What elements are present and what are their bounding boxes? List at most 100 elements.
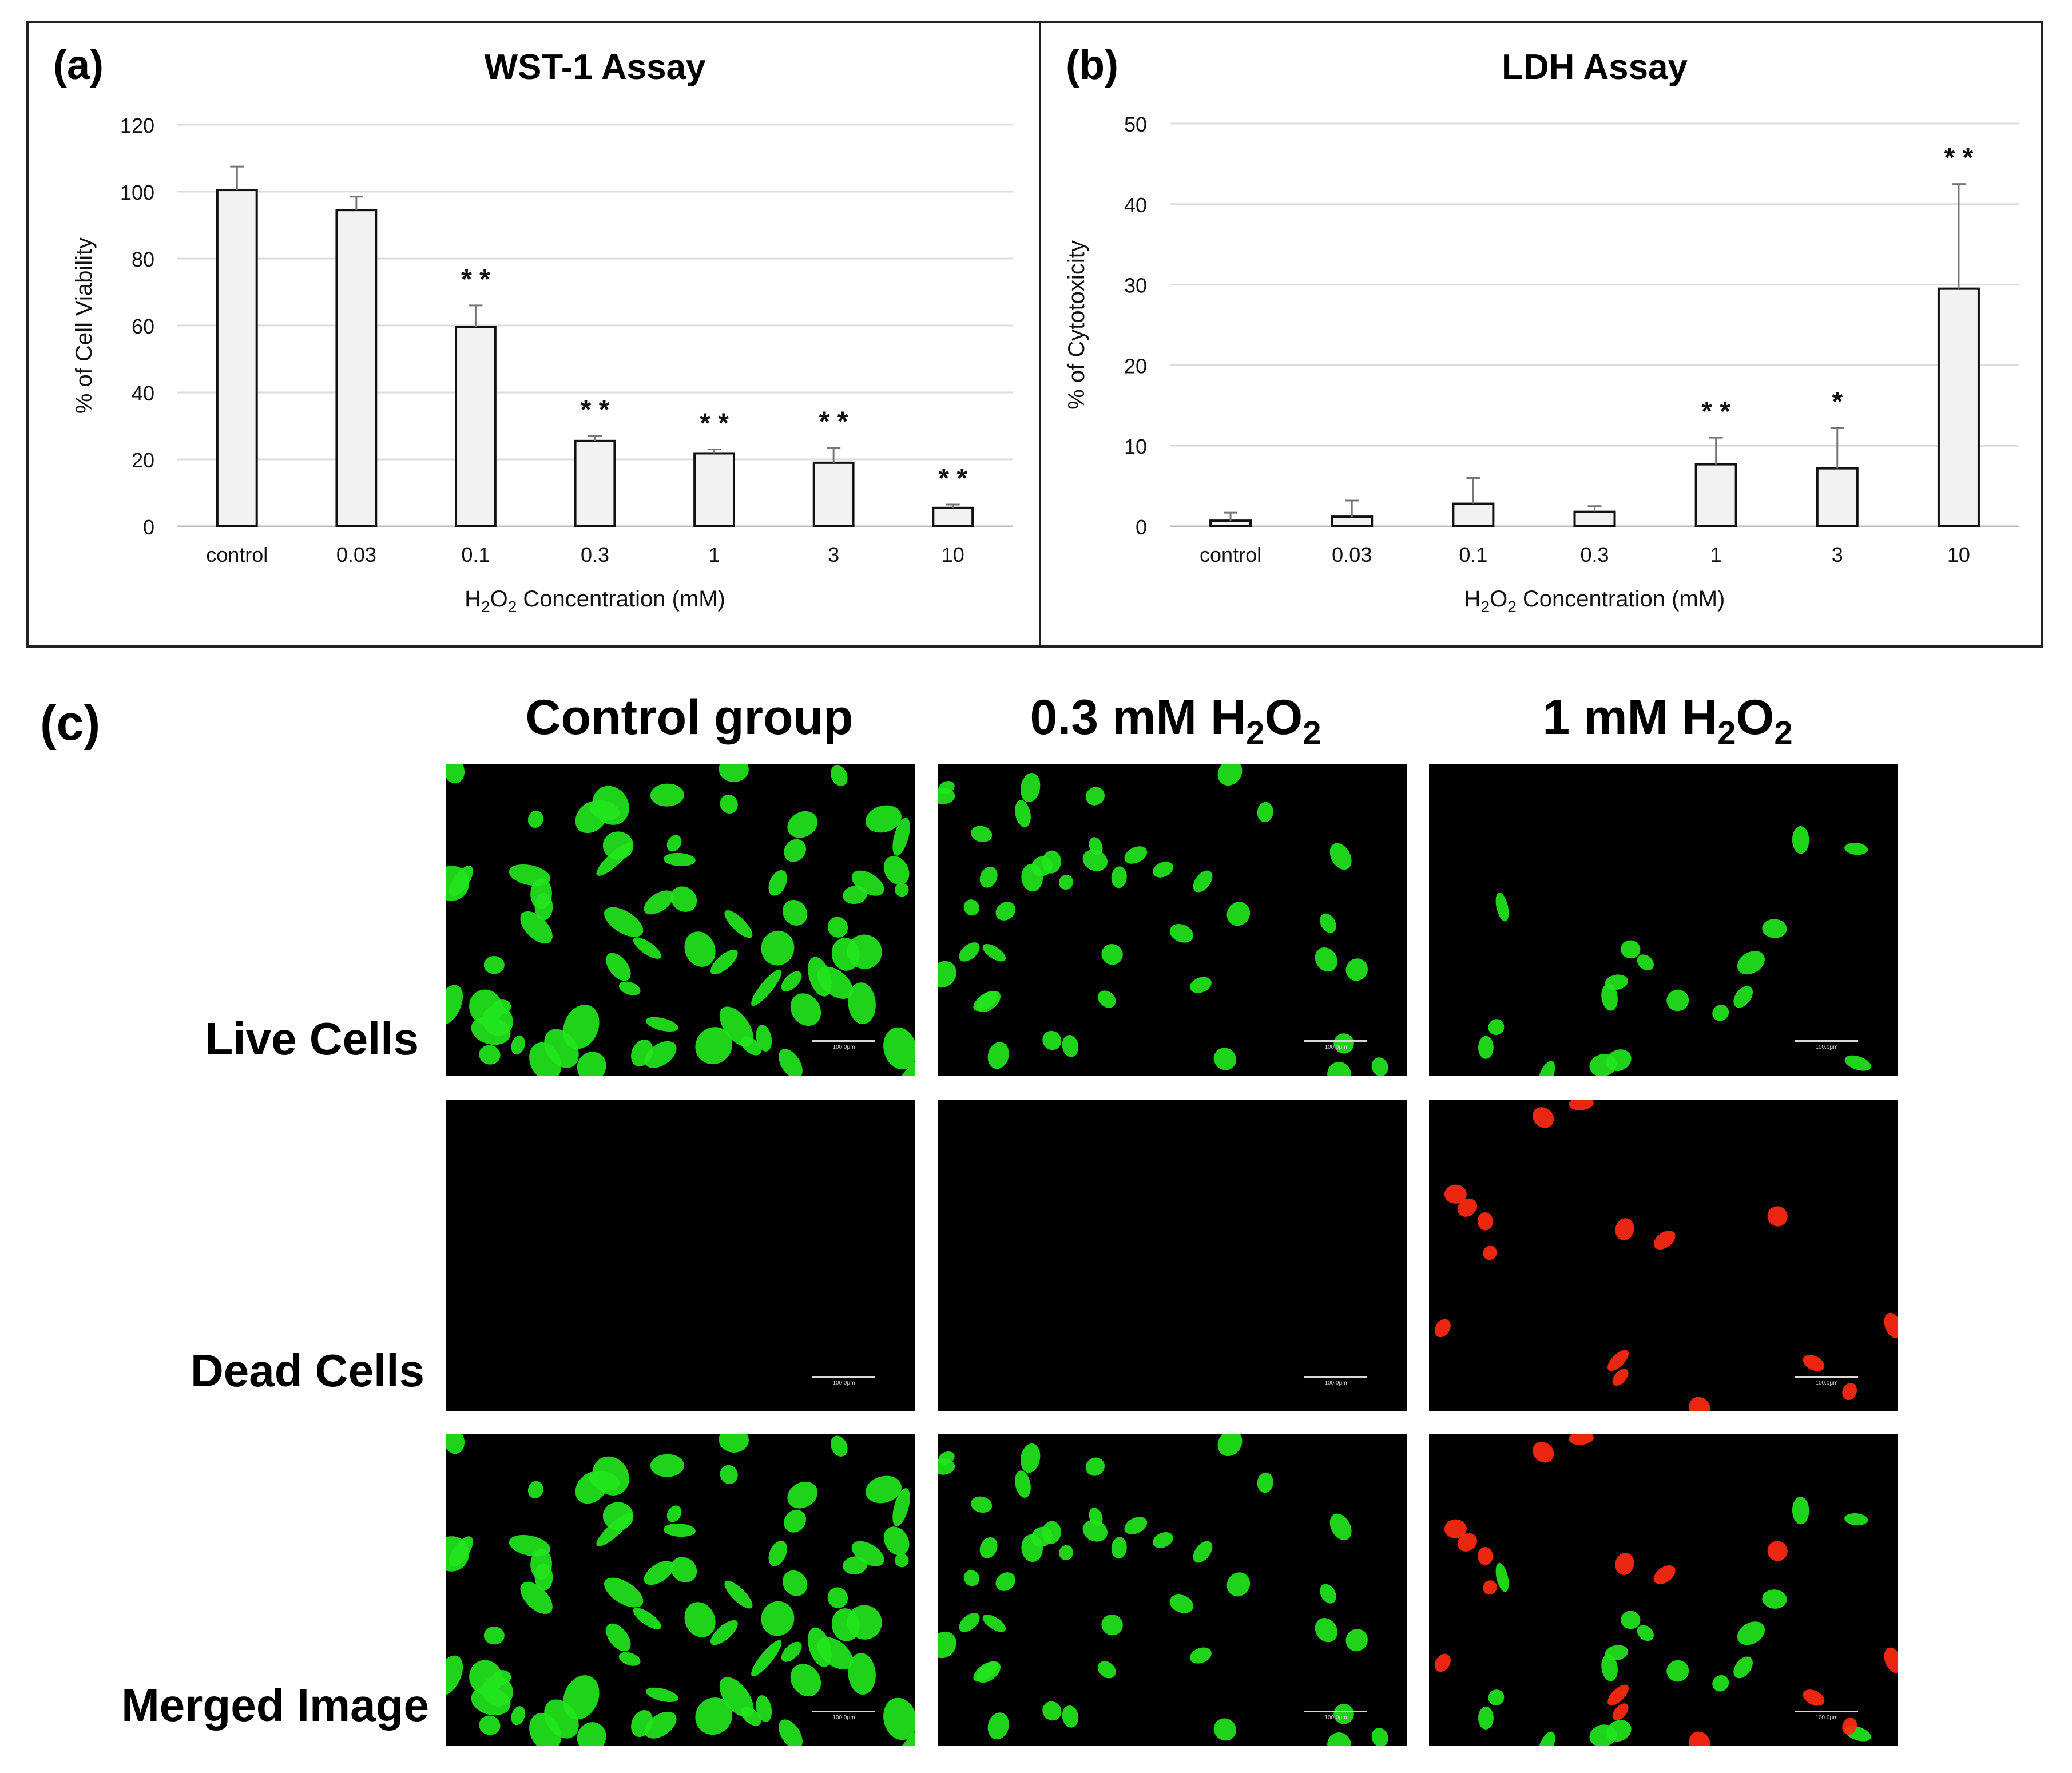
live-cell xyxy=(695,1027,733,1065)
live-cell xyxy=(848,1653,876,1695)
live-cell xyxy=(1059,874,1073,890)
dead-cell xyxy=(1884,1312,1898,1339)
scale-bar: 100.0μm xyxy=(1304,1040,1367,1050)
live-cell xyxy=(650,783,684,807)
live-cell xyxy=(1737,951,1765,975)
dead-cell xyxy=(1483,1580,1497,1595)
live-cell xyxy=(527,810,543,828)
live-cell xyxy=(511,1706,525,1726)
x-tick-label: 1 xyxy=(1710,543,1722,566)
live-cell xyxy=(1226,1572,1251,1597)
x-tick-label: 3 xyxy=(1832,543,1843,566)
live-cell xyxy=(606,1623,631,1652)
live-cell xyxy=(1733,986,1753,1008)
scale-bar: 100.0μm xyxy=(812,1376,875,1386)
live-cell xyxy=(644,1561,674,1585)
x-tick-label: 1 xyxy=(709,543,720,566)
live-cell xyxy=(645,1687,678,1703)
live-cell xyxy=(1042,1521,1061,1544)
live-cell xyxy=(1589,1054,1617,1076)
live-cell xyxy=(1153,862,1173,878)
live-cell xyxy=(1062,1705,1079,1728)
live-cell xyxy=(724,1580,753,1609)
dead-cell xyxy=(1533,1107,1554,1128)
live-cell xyxy=(895,1553,909,1568)
live-cell xyxy=(602,831,634,860)
live-cell xyxy=(783,899,808,926)
x-tick-label: 0.1 xyxy=(1459,543,1487,566)
live-cell xyxy=(959,942,980,962)
live-cell xyxy=(817,1637,853,1669)
live-cell xyxy=(604,907,644,937)
dead-cell xyxy=(1483,1246,1497,1260)
y-tick-label: 0 xyxy=(1136,515,1147,539)
live-cell xyxy=(973,990,998,1012)
live-cell xyxy=(1666,989,1689,1012)
live-cell xyxy=(645,1017,678,1032)
significance-mark: * * xyxy=(938,463,967,494)
live-cell xyxy=(1589,1724,1617,1746)
live-cell xyxy=(631,1709,653,1738)
live-cell xyxy=(483,1626,505,1645)
y-tick-label: 20 xyxy=(132,449,154,472)
live-cell xyxy=(644,890,674,915)
live-cell xyxy=(1327,1732,1351,1746)
live-cell xyxy=(1538,1731,1555,1746)
dead-cell xyxy=(1569,1434,1594,1445)
live-cell xyxy=(751,1640,782,1676)
row-label-live: Live Cells xyxy=(205,1013,419,1064)
scale-bar: 100.0μm xyxy=(1795,1376,1858,1386)
live-cell xyxy=(938,961,956,988)
live-cell xyxy=(987,1042,1009,1069)
dead-cell xyxy=(1457,1198,1478,1217)
dead-cell xyxy=(1653,1565,1676,1584)
live-cell xyxy=(987,1712,1009,1740)
live-cell xyxy=(938,1631,956,1659)
live-cell xyxy=(1601,1654,1618,1681)
dead-cell xyxy=(1444,1519,1467,1538)
micrograph-2-2: 100.0μm xyxy=(938,1100,1407,1411)
live-cell xyxy=(751,969,782,1006)
panel-c-label: (c) xyxy=(40,696,101,751)
live-cell xyxy=(724,910,753,938)
live-cell xyxy=(1621,1611,1641,1629)
live-cell xyxy=(883,1697,915,1740)
live-cell xyxy=(1042,1030,1062,1050)
live-cell xyxy=(1217,1434,1243,1456)
live-cell xyxy=(618,1652,641,1666)
live-cell xyxy=(1844,842,1868,855)
row-label-dead: Dead Cells xyxy=(190,1345,424,1396)
live-cell xyxy=(971,1496,993,1513)
dead-cell xyxy=(1533,1442,1554,1463)
live-cell xyxy=(790,993,821,1026)
significance-mark: * * xyxy=(700,408,729,438)
live-cell xyxy=(1101,1614,1123,1636)
live-cell xyxy=(631,1039,653,1067)
y-axis-label: % of Cytotoxicity xyxy=(1064,240,1089,410)
live-cell xyxy=(670,1557,697,1582)
live-cell xyxy=(1021,863,1043,892)
live-cell xyxy=(666,1505,682,1522)
live-cell xyxy=(527,1481,543,1499)
live-cell xyxy=(827,917,848,938)
live-cell xyxy=(618,981,641,995)
live-cell xyxy=(1844,1513,1868,1526)
micrograph-3-2: 100.0μm xyxy=(938,1434,1407,1746)
live-cell xyxy=(520,911,553,944)
bar xyxy=(693,452,735,527)
significance-mark: * * xyxy=(819,407,848,437)
live-cell xyxy=(446,764,465,784)
bar xyxy=(1694,463,1737,527)
live-cell xyxy=(1169,923,1194,943)
live-cell xyxy=(563,1005,600,1049)
live-cell xyxy=(784,1509,807,1533)
x-tick-label: 3 xyxy=(828,543,839,566)
micrograph-3-1: 100.0μm xyxy=(446,1434,915,1746)
dead-cell xyxy=(1803,1355,1825,1371)
bar xyxy=(812,461,855,527)
live-cell xyxy=(1062,1035,1079,1057)
live-cell xyxy=(979,1537,998,1558)
live-cell xyxy=(719,764,749,782)
live-cell xyxy=(577,1052,606,1076)
